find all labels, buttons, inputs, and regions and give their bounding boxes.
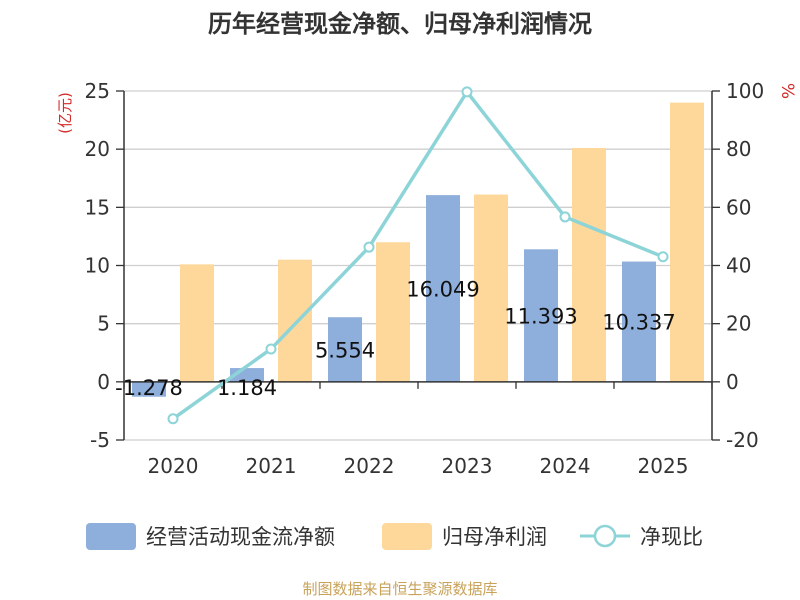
net-profit-bar [474,194,508,382]
y-left-tick-label: 10 [85,254,110,278]
y-right-tick-label: 60 [726,195,751,219]
legend-swatch-cash-flow [86,523,136,550]
net-profit-bar [376,242,410,382]
cash-flow-value-label: 16.049 [406,277,479,301]
net-profit-bar [278,259,312,382]
cash-flow-value-label: 10.337 [602,311,675,335]
gridlines [124,90,712,441]
legend-label-ratio: 净现比 [640,525,703,549]
y-left-tick-label: 0 [97,370,110,394]
y-right-unit: % [777,83,797,99]
ratio-line-path [171,90,664,421]
ratio-point [657,251,669,263]
legend: 经营活动现金流净额 归母净利润 净现比 [86,523,703,550]
y-right-tick-label: 80 [726,137,751,161]
cash-flow-value-label: 11.393 [504,305,577,329]
x-tick-label: 2025 [638,454,689,478]
cash-flow-bar [622,261,656,382]
cash-flow-bar [132,381,166,397]
legend-swatch-ratio-marker [593,524,617,548]
cash-flow-value-label: -1.278 [115,376,183,400]
legend-label-net-profit: 归母净利润 [442,525,547,549]
y-right-tick-label: 20 [726,312,751,336]
net-profit-bar [572,148,606,382]
cash-flow-bar [328,317,362,382]
legend-swatch-net-profit [382,523,432,550]
ratio-line [167,86,669,425]
y-left-tick-label: 15 [85,195,110,219]
y-right-tick-label: 0 [726,370,739,394]
x-tick-label: 2021 [246,454,297,478]
y-left-tick-label: 20 [85,137,110,161]
ratio-point [363,241,375,253]
y-left-tick-label: 5 [97,312,110,336]
y-right-tick-label: 40 [726,254,751,278]
x-tick-label: 2020 [148,454,199,478]
ratio-point [461,86,473,98]
data-labels: -1.278 1.184 5.554 16.049 11.393 10.337 [115,277,676,399]
cash-flow-bar [524,249,558,382]
source-note: 制图数据来自恒生聚源数据库 [302,580,497,598]
legend-label-cash-flow: 经营活动现金流净额 [146,525,335,549]
ratio-point [265,343,277,355]
x-tick-label: 2023 [442,454,493,478]
x-tick-label: 2024 [540,454,591,478]
net-profit-bar [180,264,214,382]
ratio-point [559,211,571,223]
y-right-tick-label: -20 [726,428,759,452]
net-profit-bar [670,102,704,382]
cash-flow-bar [426,195,460,382]
y-left-unit: (亿元) [56,92,74,134]
x-tick-label: 2022 [344,454,395,478]
y-right-tick-label: 100 [726,79,764,103]
bars [132,102,704,397]
cash-flow-value-label: 5.554 [315,339,375,363]
cash-flow-value-label: 1.184 [217,376,277,400]
chart-title: 历年经营现金净额、归母净利润情况 [208,10,592,38]
y-left-tick-label: -5 [90,428,110,452]
ratio-point [167,413,179,425]
y-left-tick-label: 25 [85,79,110,103]
